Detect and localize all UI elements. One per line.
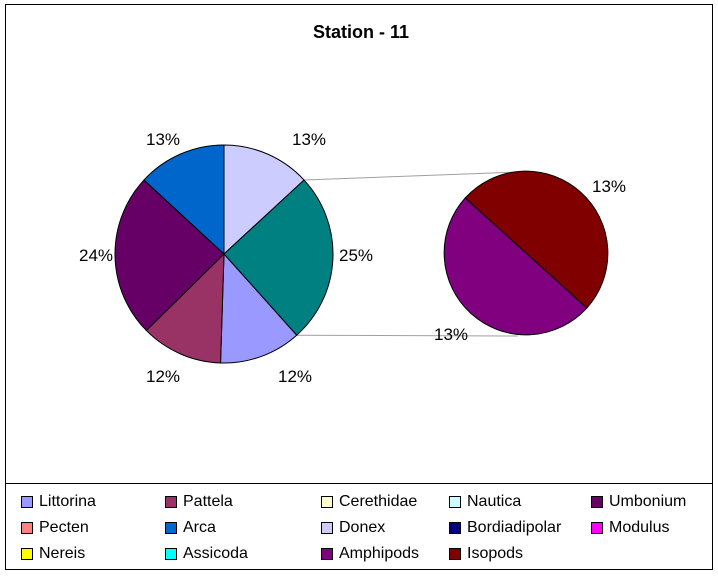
pie-slice-amphipods xyxy=(443,197,588,336)
legend-label: Amphipods xyxy=(339,545,420,562)
pie-slice-secondary-pie-other xyxy=(223,179,334,336)
data-label-littorina: 12% xyxy=(278,367,312,386)
legend: Littorina Pattela Cerethidae Nautica Umboniu… xyxy=(5,483,713,571)
primary-pie xyxy=(114,144,334,364)
legend-label: Cerethidae xyxy=(339,493,418,510)
legend-swatch xyxy=(321,548,333,560)
legend-item-assicoda: Assicoda xyxy=(165,544,248,564)
pie-slice-donex xyxy=(223,144,305,256)
legend-swatch xyxy=(321,522,333,534)
legend-item-nereis: Nereis xyxy=(21,544,85,564)
secondary-pie xyxy=(443,170,609,336)
data-label-pattela: 12% xyxy=(146,367,180,386)
legend-label: Donex xyxy=(339,519,386,536)
pie-slice-littorina xyxy=(220,252,298,364)
legend-item-umbonium: Umbonium xyxy=(591,492,686,512)
legend-item-amphipods: Amphipods xyxy=(321,544,419,564)
connector-lines xyxy=(296,171,519,337)
data-label-secondary-pie-other: 25% xyxy=(339,246,373,265)
pie-slice-pattela xyxy=(145,252,225,364)
legend-swatch xyxy=(21,548,33,560)
legend-item-arca: Arca xyxy=(165,518,216,538)
chart-title: Station - 11 xyxy=(313,22,409,42)
connector-line-bottom xyxy=(296,334,519,337)
legend-label: Littorina xyxy=(39,493,96,510)
legend-swatch xyxy=(321,496,333,508)
data-label-amphipods: 13% xyxy=(434,325,468,344)
legend-label: Pattela xyxy=(183,493,233,510)
legend-swatch xyxy=(165,522,177,534)
data-label-isopods: 13% xyxy=(592,177,626,196)
legend-item-cerethidae: Cerethidae xyxy=(321,492,417,512)
legend-swatch xyxy=(449,548,461,560)
legend-swatch xyxy=(449,496,461,508)
pie-of-pie-chart: Station - 11 13% 25% 12% 12% 24% 13% 13% 13% xyxy=(79,22,626,386)
legend-label: Arca xyxy=(183,519,216,536)
legend-swatch xyxy=(449,522,461,534)
legend-swatch xyxy=(21,522,33,534)
legend-swatch xyxy=(165,548,177,560)
data-labels: 13% 25% 12% 12% 24% 13% 13% 13% xyxy=(79,130,626,386)
legend-label: Isopods xyxy=(467,545,524,562)
legend-label: Nereis xyxy=(39,545,86,562)
connector-line-top xyxy=(304,171,519,181)
pie-slice-arca xyxy=(143,144,225,256)
legend-item-pattela: Pattela xyxy=(165,492,233,512)
legend-swatch xyxy=(591,496,603,508)
legend-item-pecten: Pecten xyxy=(21,518,89,538)
chart-frame: Station - 11 13% 25% 12% 12% 24% 13% 13% 13% Li… xyxy=(5,4,713,570)
legend-item-nautica: Nautica xyxy=(449,492,521,512)
legend-label: Umbonium xyxy=(609,493,687,510)
legend-item-donex: Donex xyxy=(321,518,385,538)
legend-label: Modulus xyxy=(609,519,670,536)
legend-swatch xyxy=(591,522,603,534)
legend-label: Bordiadipolar xyxy=(467,519,562,536)
legend-item-isopods: Isopods xyxy=(449,544,523,564)
legend-label: Assicoda xyxy=(183,545,248,562)
data-label-arca: 13% xyxy=(146,130,180,149)
legend-label: Nautica xyxy=(467,493,522,510)
pie-slice-isopods xyxy=(464,170,609,309)
legend-swatch xyxy=(21,496,33,508)
legend-label: Pecten xyxy=(39,519,89,536)
data-label-umbonium: 24% xyxy=(79,246,113,265)
pie-slice-umbonium xyxy=(114,179,225,332)
legend-swatch xyxy=(165,496,177,508)
data-label-donex: 13% xyxy=(292,130,326,149)
legend-item-modulus: Modulus xyxy=(591,518,669,538)
legend-item-littorina: Littorina xyxy=(21,492,96,512)
legend-item-bordiadipolar: Bordiadipolar xyxy=(449,518,561,538)
